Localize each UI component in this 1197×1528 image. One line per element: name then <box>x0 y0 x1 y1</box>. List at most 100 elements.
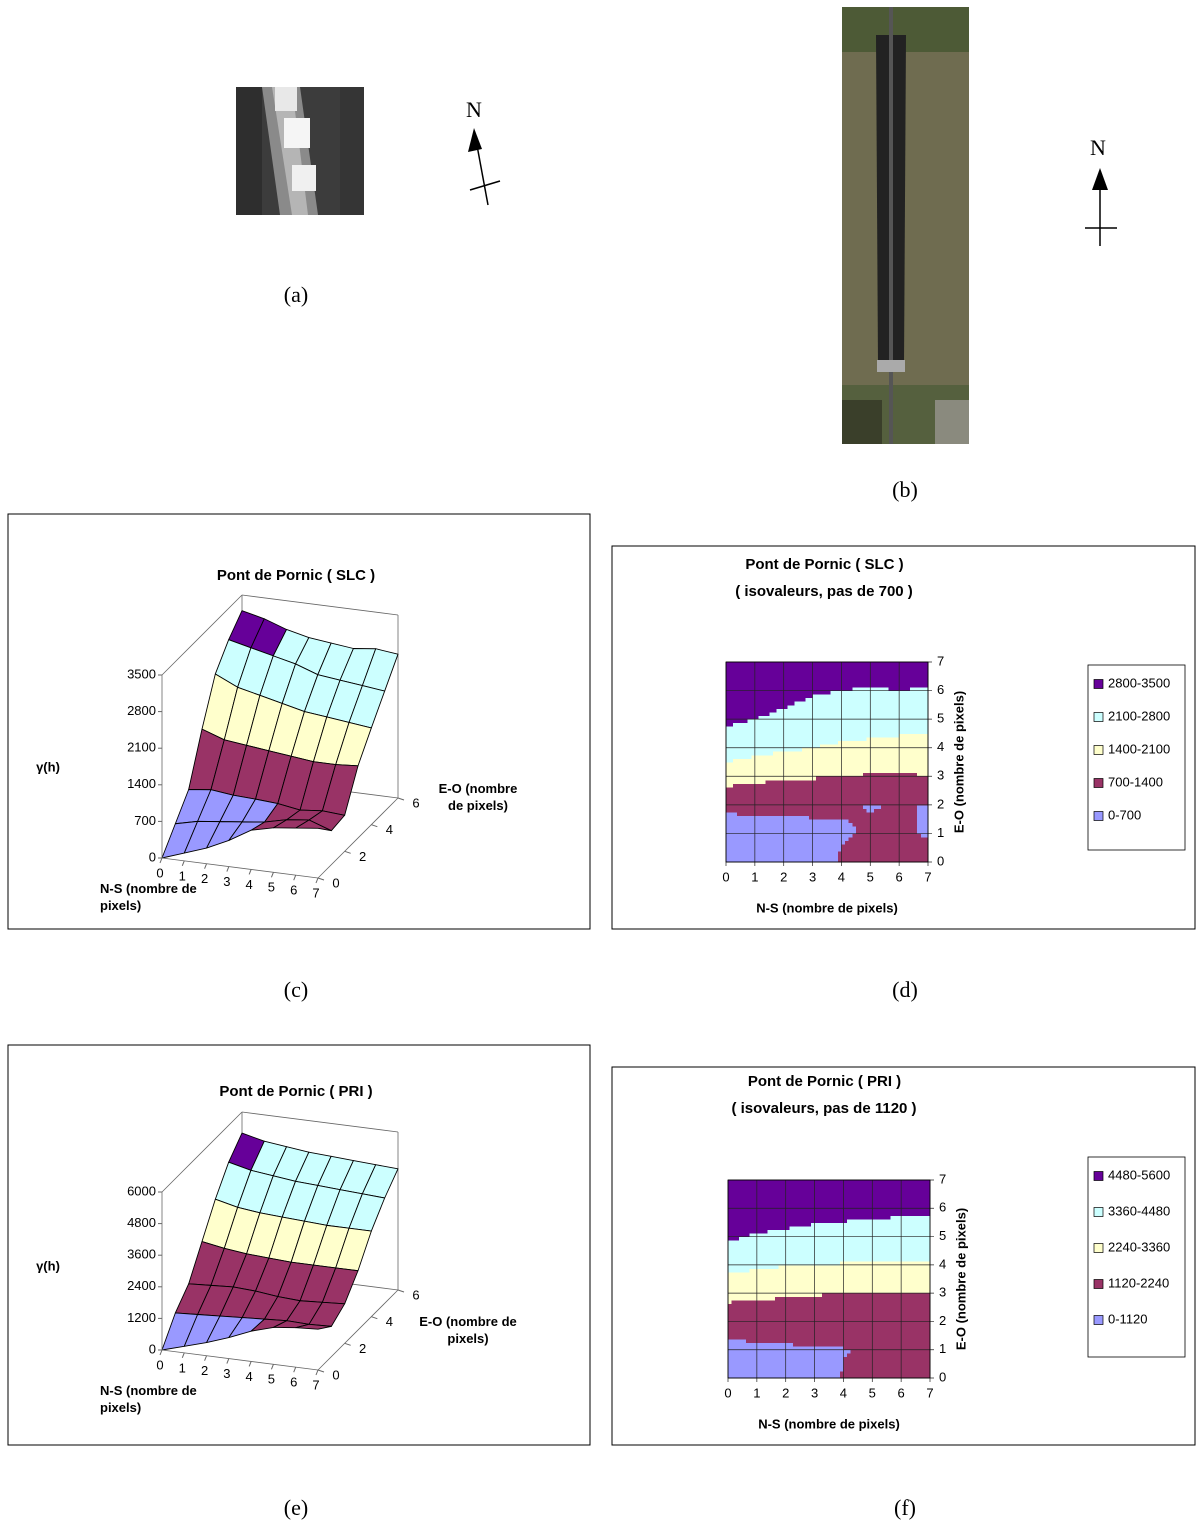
contour-cell <box>881 722 886 727</box>
contour-cell <box>783 694 788 699</box>
contour-cell <box>731 1335 736 1340</box>
contour-cell <box>751 858 756 863</box>
contour-cell <box>782 1332 787 1336</box>
contour-cell <box>764 1293 769 1298</box>
contour-cell <box>920 754 925 759</box>
contour-cell <box>913 744 918 749</box>
contour-cell <box>902 733 907 738</box>
x-tick-label: 6 <box>896 869 903 884</box>
contour-cell <box>919 1328 924 1333</box>
contour-cell <box>796 1286 801 1291</box>
contour-cell <box>909 726 914 731</box>
contour-cell <box>883 1332 888 1336</box>
contour-cell <box>790 708 795 713</box>
contour-cell <box>917 779 922 784</box>
contour-cell <box>861 1353 866 1358</box>
contour-cell <box>758 690 763 695</box>
contour-cell <box>913 833 918 838</box>
contour-cell <box>756 1367 761 1372</box>
contour-cell <box>852 737 857 741</box>
contour-cell <box>875 1360 880 1365</box>
contour-cell <box>747 769 752 774</box>
contour-cell <box>785 1332 790 1336</box>
contour-cell <box>845 808 850 813</box>
contour-cell <box>805 819 810 824</box>
contour-cell <box>774 1317 779 1322</box>
contour-cell <box>738 1374 743 1379</box>
contour-cell <box>753 1349 758 1354</box>
contour-cell <box>834 690 839 695</box>
contour-cell <box>870 815 875 820</box>
contour-cell <box>834 790 839 795</box>
contour-cell <box>870 751 875 756</box>
contour-cell <box>823 765 828 770</box>
contour-cell <box>769 726 774 731</box>
contour-cell <box>772 783 777 788</box>
contour-cell <box>780 765 785 770</box>
contour-cell <box>740 833 745 838</box>
contour-cell <box>917 815 922 820</box>
contour-cell <box>893 1307 898 1312</box>
contour-cell <box>848 772 853 777</box>
contour-cell <box>772 704 777 709</box>
contour-cell <box>830 829 835 834</box>
contour-cell <box>825 1353 830 1358</box>
contour-cell <box>924 669 929 674</box>
contour-cell <box>746 1271 751 1276</box>
contour-cell <box>772 747 777 752</box>
x-tick <box>204 1355 208 1361</box>
contour-cell <box>803 1374 808 1379</box>
contour-cell <box>807 1346 812 1351</box>
contour-cell <box>832 1296 837 1301</box>
contour-cell <box>857 1321 862 1326</box>
contour-cell <box>812 851 817 856</box>
contour-cell <box>895 708 900 713</box>
contour-cell <box>845 844 850 849</box>
contour-cell <box>827 826 832 831</box>
contour-cell <box>801 697 806 702</box>
contour-cell <box>909 787 914 791</box>
contour-cell <box>792 1328 797 1333</box>
contour-cell <box>836 1268 841 1273</box>
contour-cell <box>891 687 896 691</box>
contour-cell <box>808 747 813 752</box>
contour-cell <box>821 1310 826 1315</box>
contour-cell <box>884 776 889 781</box>
contour-cell <box>803 1300 808 1305</box>
contour-cell <box>803 1303 808 1308</box>
contour-cell <box>756 1275 761 1280</box>
contour-cell <box>866 833 871 838</box>
contour-cell <box>899 726 904 731</box>
contour-cell <box>816 840 821 845</box>
contour-cell <box>920 833 925 838</box>
contour-cell <box>852 669 857 674</box>
contour-cell <box>909 851 914 856</box>
contour-cell <box>765 765 770 770</box>
contour-cell <box>865 1363 870 1368</box>
contour-cell <box>834 701 839 706</box>
contour-cell <box>857 1317 862 1322</box>
x-tick-label: 4 <box>246 1369 253 1384</box>
contour-cell <box>747 687 752 691</box>
contour-cell <box>920 740 925 745</box>
wall-edge <box>241 1111 399 1133</box>
contour-cell <box>830 726 835 731</box>
contour-cell <box>778 1321 783 1326</box>
contour-cell <box>728 1360 733 1365</box>
contour-cell <box>902 751 907 756</box>
contour-cell <box>801 787 806 791</box>
contour-cell <box>877 801 882 806</box>
contour-cell <box>917 808 922 813</box>
contour-cell <box>899 665 904 670</box>
contour-cell <box>899 858 904 863</box>
contour-cell <box>816 690 821 695</box>
contour-cell <box>843 1317 848 1322</box>
contour-cell <box>772 776 777 781</box>
contour-cell <box>870 776 875 781</box>
contour-cell <box>808 812 813 816</box>
contour-cell <box>778 1307 783 1312</box>
contour-cell <box>762 772 767 777</box>
contour-cell <box>789 1282 794 1287</box>
x-tick-label: 1 <box>179 868 186 883</box>
contour-cell <box>782 1339 787 1344</box>
